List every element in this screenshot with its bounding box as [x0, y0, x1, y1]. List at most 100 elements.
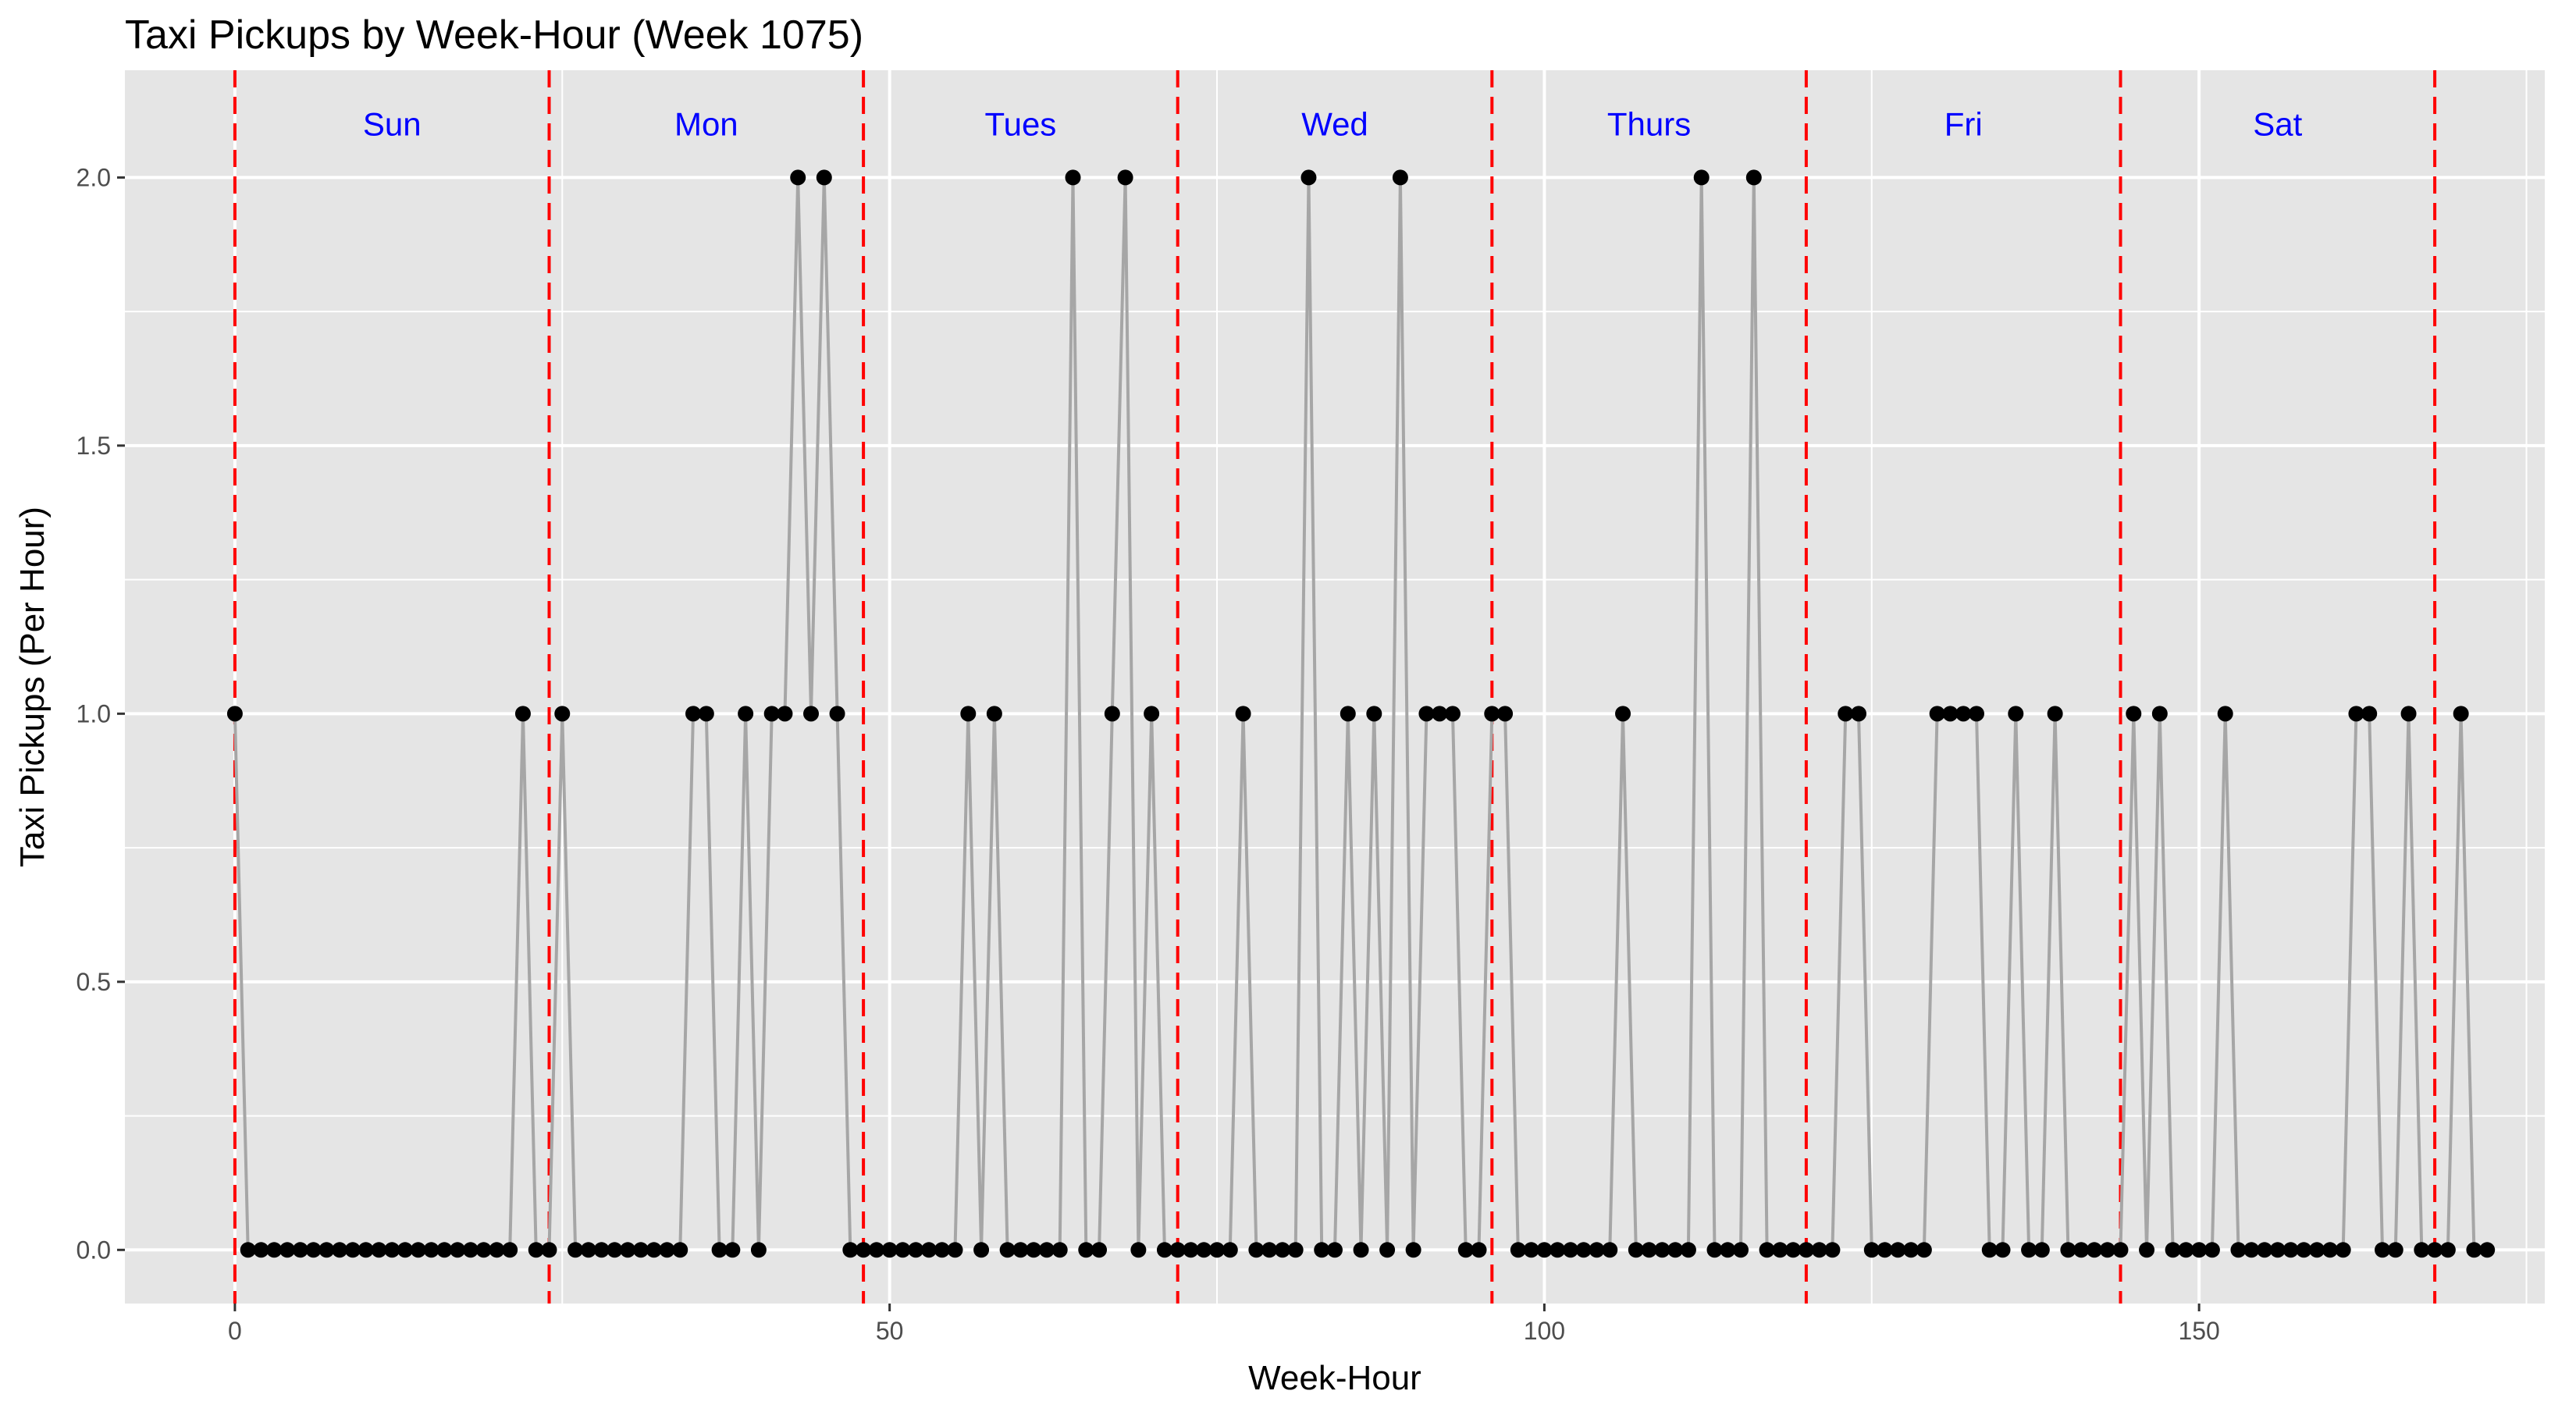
data-point	[1405, 1242, 1421, 1258]
data-point	[2008, 706, 2024, 722]
data-point	[1798, 1242, 1814, 1258]
data-point	[1510, 1242, 1526, 1258]
data-point	[881, 1242, 898, 1258]
data-point	[2021, 1242, 2037, 1258]
data-point	[1444, 706, 1461, 722]
data-point	[423, 1242, 439, 1258]
data-point	[2151, 706, 2168, 722]
y-tick-label: 1.5	[76, 432, 111, 460]
data-point	[1850, 706, 1866, 722]
data-point	[2204, 1242, 2220, 1258]
data-point	[1091, 1242, 1108, 1258]
data-point	[2217, 706, 2233, 722]
data-point	[2348, 706, 2364, 722]
data-point	[2243, 1242, 2260, 1258]
data-point	[1929, 706, 1945, 722]
data-point	[2335, 1242, 2351, 1258]
y-tick-label: 0.0	[76, 1236, 111, 1264]
data-point	[1745, 169, 1762, 186]
data-point	[842, 1242, 859, 1258]
data-point	[763, 706, 780, 722]
data-point	[1209, 1242, 1226, 1258]
day-label: Fri	[1944, 106, 1983, 143]
data-point	[1602, 1242, 1618, 1258]
x-axis-ticks: 0 50 100 150	[228, 1304, 2220, 1345]
day-label: Mon	[674, 106, 738, 143]
day-label: Wed	[1301, 106, 1368, 143]
data-point	[1667, 1242, 1684, 1258]
data-point	[1641, 1242, 1657, 1258]
data-point	[318, 1242, 335, 1258]
data-point	[1615, 706, 1631, 722]
data-point	[2060, 1242, 2076, 1258]
data-point	[568, 1242, 584, 1258]
data-point	[999, 1242, 1016, 1258]
day-label: Sun	[363, 106, 422, 143]
data-point	[541, 1242, 557, 1258]
data-point	[1706, 1242, 1723, 1258]
data-point	[1484, 706, 1500, 722]
data-point	[344, 1242, 361, 1258]
data-point	[1366, 706, 1382, 722]
data-point	[1497, 706, 1514, 722]
data-point	[803, 706, 820, 722]
data-point	[1720, 1242, 1736, 1258]
data-point	[659, 1242, 675, 1258]
data-point	[711, 1242, 728, 1258]
data-point	[2033, 1242, 2050, 1258]
data-point	[2322, 1242, 2338, 1258]
data-point	[226, 706, 243, 722]
data-point	[2466, 1242, 2482, 1258]
data-point	[1065, 169, 1081, 186]
data-point	[646, 1242, 662, 1258]
y-tick-label: 0.5	[76, 968, 111, 996]
data-point	[632, 1242, 649, 1258]
data-point	[777, 706, 793, 722]
data-point	[384, 1242, 400, 1258]
data-point	[2427, 1242, 2443, 1258]
data-point	[1457, 1242, 1474, 1258]
data-point	[2099, 1242, 2115, 1258]
day-labels: Sun Mon Tues Wed Thurs Fri Sat	[363, 106, 2303, 143]
data-point	[856, 1242, 872, 1258]
data-point	[240, 1242, 256, 1258]
data-point	[750, 1242, 767, 1258]
data-point	[1785, 1242, 1802, 1258]
data-point	[920, 1242, 937, 1258]
data-point	[1968, 706, 1984, 722]
data-point	[1353, 1242, 1369, 1258]
data-point	[790, 169, 806, 186]
data-point	[1287, 1242, 1304, 1258]
data-point	[1196, 1242, 1212, 1258]
data-point	[2073, 1242, 2090, 1258]
data-point	[266, 1242, 283, 1258]
data-point	[489, 1242, 505, 1258]
plot-panel	[125, 70, 2545, 1304]
data-point	[934, 1242, 950, 1258]
data-point	[279, 1242, 296, 1258]
data-point	[1222, 1242, 1238, 1258]
data-point	[1314, 1242, 1330, 1258]
y-axis-ticks: 0.0 0.5 1.0 1.5 2.0	[76, 163, 125, 1264]
data-point	[1261, 1242, 1278, 1258]
day-label: Sat	[2253, 106, 2302, 143]
data-point	[528, 1242, 544, 1258]
data-point	[1575, 1242, 1592, 1258]
data-point	[2139, 1242, 2155, 1258]
data-point	[305, 1242, 322, 1258]
data-point	[1392, 169, 1408, 186]
data-point	[1628, 1242, 1644, 1258]
data-point	[868, 1242, 884, 1258]
day-label: Thurs	[1607, 106, 1691, 143]
data-point	[2269, 1242, 2286, 1258]
data-point	[2178, 1242, 2194, 1258]
data-point	[410, 1242, 426, 1258]
data-point	[1890, 1242, 1906, 1258]
chart-title: Taxi Pickups by Week-Hour (Week 1075)	[125, 12, 863, 58]
day-label: Tues	[984, 106, 1056, 143]
data-point	[1693, 169, 1710, 186]
data-point	[2309, 1242, 2325, 1258]
data-point	[1471, 1242, 1487, 1258]
data-point	[1144, 706, 1160, 722]
